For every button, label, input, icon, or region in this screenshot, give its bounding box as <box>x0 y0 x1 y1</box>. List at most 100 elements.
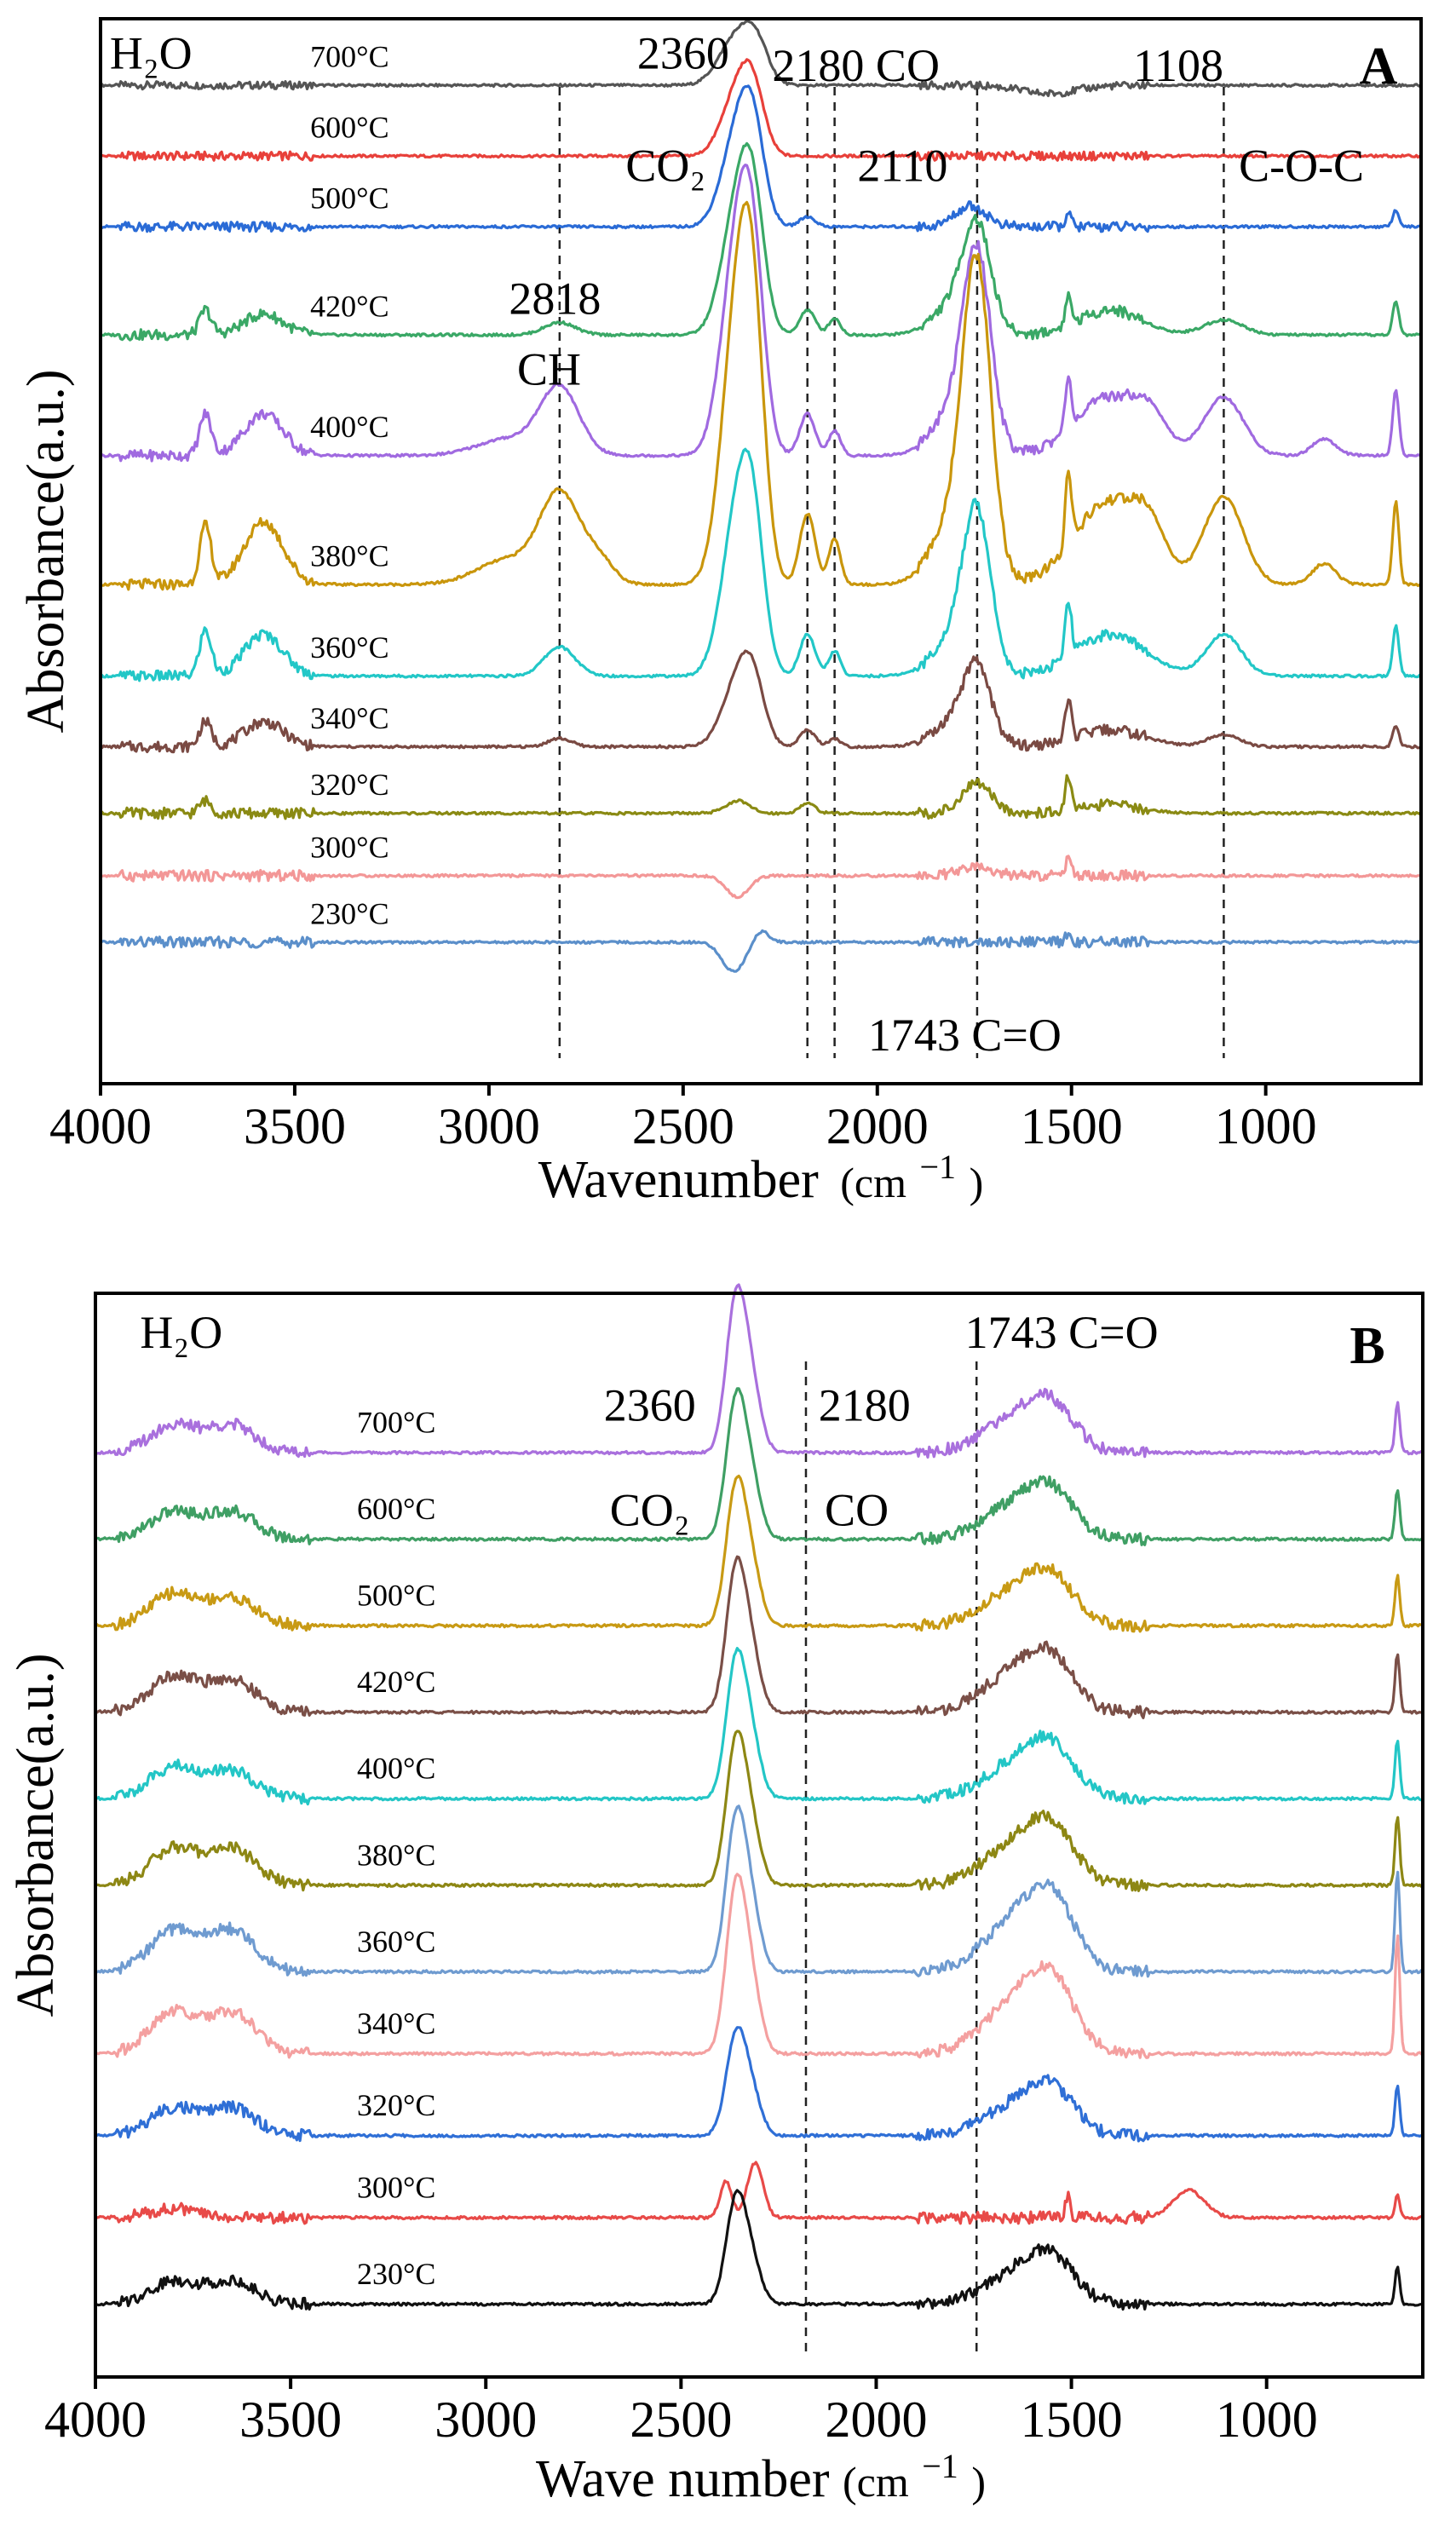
series-label-420c: 420°C <box>357 1665 435 1699</box>
annotation-8: CH <box>517 344 581 395</box>
series-line-340c <box>101 649 1422 754</box>
series-label-700c: 700°C <box>310 40 388 74</box>
panel-b-xunit-open: (cm <box>843 2458 909 2506</box>
panel-b-annotations: H₂O 2360 2180 1743 C=O CO₂ CO <box>140 1307 1158 1535</box>
series-line-600c <box>95 1387 1424 1546</box>
series-label-340c: 340°C <box>357 2006 435 2040</box>
series-line-420c <box>100 141 1422 342</box>
panel-b-y-axis-title: Absorbance(a.u.) <box>7 1654 65 2017</box>
x-tick-label: 1500 <box>1021 1098 1123 1154</box>
x-tick-label: 2500 <box>632 1098 734 1154</box>
panel-a-xunit-open: (cm <box>840 1159 906 1206</box>
series-line-600c <box>99 58 1422 162</box>
panel-a-x-axis-title: Wavenumber (cm −1 ) <box>538 1132 983 1209</box>
series-label-340c: 340°C <box>310 701 388 735</box>
annotation-3: 1108 <box>1133 40 1223 91</box>
series-line-380c <box>95 1729 1424 1892</box>
x-tick-label: 4000 <box>49 1098 152 1154</box>
panel-b-xunit-sup: −1 <box>922 2447 958 2485</box>
series-label-360c: 360°C <box>310 630 388 665</box>
series-line-700c <box>99 20 1422 98</box>
annotation-4: CO₂ <box>610 1485 690 1536</box>
series-label-400c: 400°C <box>357 1752 435 1786</box>
series-label-400c: 400°C <box>310 410 388 444</box>
panel-b: 700°C 600°C 500°C 420°C 400°C 380°C 360°C 340°C… <box>7 1283 1424 2508</box>
panel-a-label: A <box>1360 37 1398 95</box>
annotation-0: H₂O <box>140 1307 222 1358</box>
annotation-1: 2360 <box>604 1380 696 1431</box>
annotation-9: 1743 C=O <box>868 1010 1062 1061</box>
annotation-7: 2818 <box>509 273 601 325</box>
x-tick-label: 4000 <box>44 2391 147 2448</box>
panel-a-xunit-close: ) <box>970 1159 984 1206</box>
x-tick-label: 3000 <box>438 1098 540 1154</box>
x-tick-label: 1000 <box>1216 2391 1318 2448</box>
series-line-230c <box>95 2189 1424 2311</box>
series-label-600c: 600°C <box>310 111 388 145</box>
series-line-230c <box>100 929 1423 973</box>
x-tick-label: 2500 <box>630 2391 732 2448</box>
series-label-380c: 380°C <box>357 1838 435 1872</box>
series-label-300c: 300°C <box>357 2170 435 2204</box>
series-line-500c <box>94 1474 1424 1633</box>
series-label-300c: 300°C <box>310 830 388 864</box>
series-line-340c <box>95 1873 1424 2059</box>
panel-a-xlabel: Wavenumber <box>538 1151 819 1209</box>
series-label-420c: 420°C <box>310 290 388 324</box>
annotation-6: C-O-C <box>1239 140 1364 191</box>
series-line-380c <box>100 200 1422 591</box>
series-line-320c <box>95 2026 1424 2143</box>
series-line-500c <box>100 84 1423 233</box>
panel-b-series-labels: 700°C 600°C 500°C 420°C 400°C 380°C 360°C 340°C… <box>357 1406 435 2291</box>
panel-a: 700°C 600°C 500°C 420°C 400°C 380°C 360°C 340°C… <box>17 17 1423 1209</box>
annotation-1: 2360 <box>637 28 729 79</box>
panel-a-series-labels: 700°C 600°C 500°C 420°C 400°C 380°C 360°C 340°C… <box>310 40 388 931</box>
series-line-300c <box>99 855 1421 900</box>
series-line-300c <box>94 2161 1424 2225</box>
series-label-320c: 320°C <box>357 2088 435 2122</box>
annotation-5: CO <box>825 1485 889 1536</box>
panel-a-annotations: H₂O 2360 2180 CO 1108 CO₂ 2110 C-O-C 2818 CH 1743… <box>110 28 1364 1061</box>
panel-a-y-axis-title: Absorbance(a.u.) <box>17 370 75 734</box>
panel-b-x-ticks: 4000 3500 3000 2500 2000 1500 1000 <box>44 2377 1318 2448</box>
series-label-230c: 230°C <box>357 2257 435 2291</box>
series-line-400c <box>99 164 1422 463</box>
panel-a-xunit-sup: −1 <box>920 1148 957 1186</box>
panel-a-series <box>99 20 1423 973</box>
series-line-320c <box>99 774 1423 820</box>
series-label-700c: 700°C <box>357 1406 435 1440</box>
panel-b-label: B <box>1350 1317 1384 1375</box>
series-label-230c: 230°C <box>310 897 388 931</box>
x-tick-label: 3500 <box>244 1098 346 1154</box>
panel-b-frame <box>94 1292 1424 2379</box>
series-line-420c <box>95 1555 1424 1719</box>
annotation-4: CO₂ <box>625 140 705 191</box>
series-label-600c: 600°C <box>357 1492 435 1526</box>
panel-a-x-ticks: 4000 3500 3000 2500 2000 1500 1000 <box>49 1084 1317 1154</box>
series-line-360c <box>95 1804 1424 1978</box>
series-label-360c: 360°C <box>357 1925 435 1959</box>
annotation-0: H₂O <box>110 28 193 79</box>
series-label-500c: 500°C <box>310 181 388 216</box>
annotation-5: 2110 <box>857 140 947 191</box>
panel-b-xunit-close: ) <box>971 2458 986 2506</box>
x-tick-label: 3500 <box>239 2391 342 2448</box>
x-tick-label: 1500 <box>1021 2391 1123 2448</box>
panel-b-series <box>94 1283 1424 2311</box>
panel-a-frame <box>99 17 1423 1085</box>
panel-b-x-axis-title: Wave number (cm −1 ) <box>536 2432 986 2508</box>
panel-b-reference-lines <box>804 1361 978 2351</box>
x-tick-label: 1000 <box>1215 1098 1317 1154</box>
panel-b-xlabel: Wave number <box>536 2450 830 2508</box>
x-tick-label: 3000 <box>434 2391 537 2448</box>
series-line-400c <box>95 1647 1424 1806</box>
annotation-2: 2180 <box>819 1380 911 1431</box>
series-label-320c: 320°C <box>310 768 388 802</box>
series-label-500c: 500°C <box>357 1579 435 1613</box>
series-line-360c <box>100 447 1423 682</box>
series-label-380c: 380°C <box>310 539 388 573</box>
series-line-700c <box>95 1283 1424 1459</box>
x-tick-label: 2000 <box>825 2391 927 2448</box>
annotation-3: 1743 C=O <box>965 1307 1159 1358</box>
